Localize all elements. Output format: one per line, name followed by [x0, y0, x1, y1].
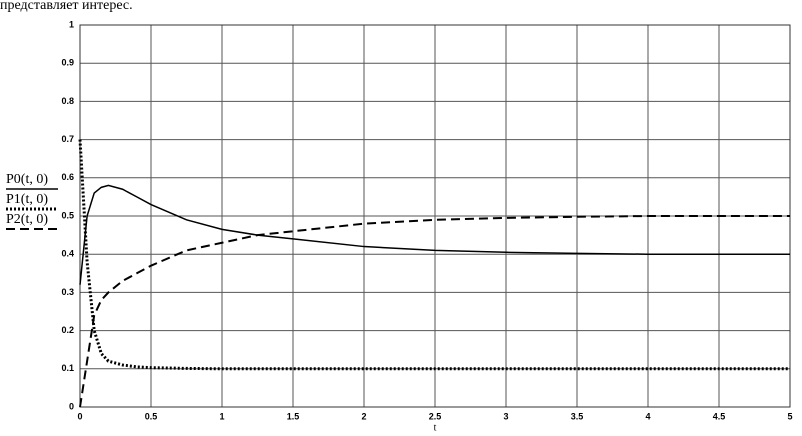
series-line	[79, 184, 790, 285]
y-tick-label: 0	[69, 401, 74, 411]
legend-label: P0(t, 0)	[6, 172, 48, 187]
x-tick-label: 1.5	[287, 411, 300, 421]
x-tick-label: 2.5	[429, 411, 442, 421]
y-tick-label: 0.6	[61, 172, 74, 182]
y-tick-label: 0.3	[61, 287, 74, 297]
y-tick-label: 0.2	[61, 325, 74, 335]
x-tick-label: 4.5	[713, 411, 726, 421]
y-tick-label: 0.4	[61, 249, 74, 259]
x-axis-label: t	[434, 422, 437, 433]
y-tick-label: 0.8	[61, 96, 74, 106]
y-tick-label: 0.9	[61, 58, 74, 68]
x-tick-label: 5	[787, 411, 792, 421]
page-text: представляет интерес.	[0, 0, 133, 13]
x-tick-label: 0	[77, 411, 82, 421]
series-line	[79, 215, 790, 408]
y-tick-label: 0.1	[61, 363, 74, 373]
legend-label: P2(t, 0)	[6, 212, 48, 227]
legend-label: P1(t, 0)	[6, 192, 48, 207]
y-tick-label: 1	[69, 19, 74, 29]
y-tick-label: 0.5	[61, 210, 74, 220]
x-tick-label: 3	[503, 411, 508, 421]
x-tick-label: 4	[645, 411, 650, 421]
x-tick-label: 3.5	[571, 411, 584, 421]
x-tick-label: 0.5	[145, 411, 158, 421]
y-tick-label: 0.7	[61, 134, 74, 144]
x-tick-label: 1	[219, 411, 224, 421]
series-line	[78, 139, 790, 371]
x-tick-label: 2	[361, 411, 366, 421]
